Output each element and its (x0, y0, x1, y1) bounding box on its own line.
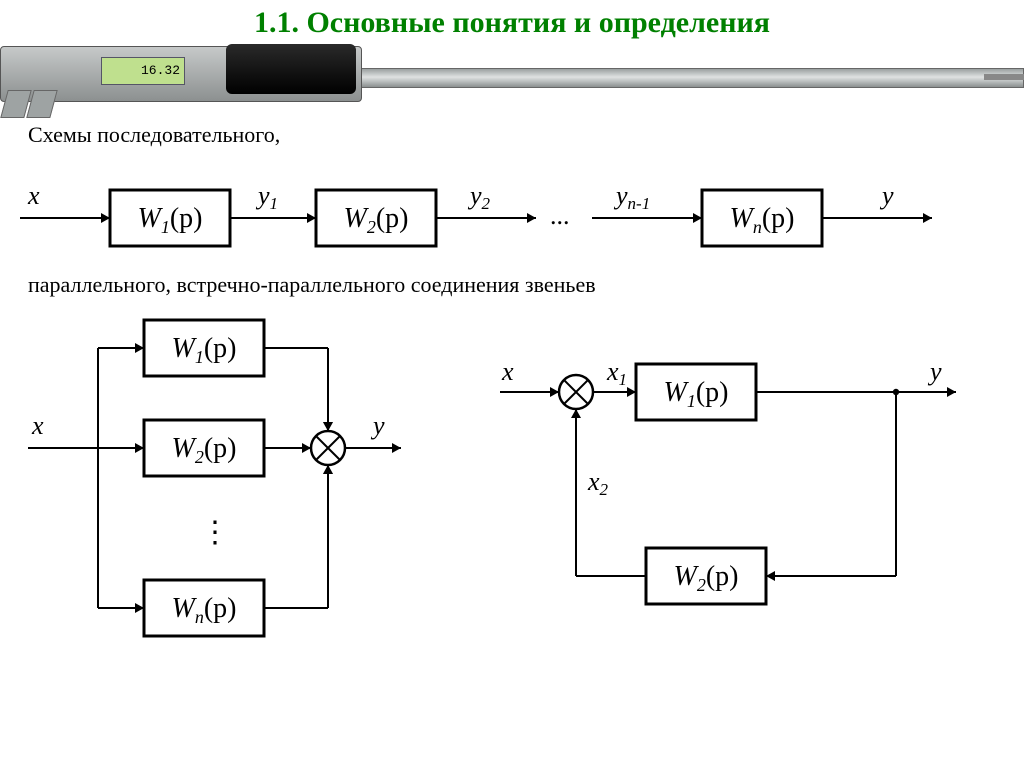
svg-text:y2: y2 (467, 181, 491, 213)
svg-text:x: x (27, 181, 40, 210)
caption-serial: Схемы последовательного, (28, 122, 1024, 148)
svg-text:Wn(p): Wn(p) (172, 593, 237, 627)
caliper-lcd: 16.32 (101, 57, 185, 85)
page-title: 1.1. Основные понятия и определения (0, 0, 1024, 40)
svg-text:y: y (879, 181, 894, 210)
svg-text:W1(p): W1(p) (664, 377, 729, 411)
svg-text:y: y (370, 411, 385, 440)
svg-text:x: x (31, 411, 44, 440)
svg-text:y1: y1 (255, 181, 278, 213)
svg-text:W1(p): W1(p) (172, 333, 237, 367)
svg-text:Wn(p): Wn(p) (730, 203, 795, 237)
caption-parallel: параллельного, встречно-параллельного со… (28, 272, 1024, 298)
caliper-image: 16.32 (0, 44, 1024, 104)
svg-text:W2(p): W2(p) (344, 203, 409, 237)
svg-text:yn-1: yn-1 (613, 181, 650, 213)
svg-text:y: y (927, 357, 942, 386)
svg-text:W1(p): W1(p) (138, 203, 203, 237)
svg-text:W2(p): W2(p) (172, 433, 237, 467)
svg-text:...: ... (550, 201, 570, 230)
svg-text:x1: x1 (606, 357, 627, 389)
svg-text:x2: x2 (587, 467, 609, 499)
svg-text:W2(p): W2(p) (674, 561, 739, 595)
svg-text:x: x (501, 357, 514, 386)
svg-text:⋮: ⋮ (200, 516, 230, 549)
lower-diagrams: x W1(p) W2(p) Wn(p) ⋮ y x x1 W1(p) y W2(p) x2 (0, 308, 1024, 688)
serial-diagram: x W1(p) y1 W2(p) y2... yn-1 Wn(p) y (0, 158, 1024, 268)
